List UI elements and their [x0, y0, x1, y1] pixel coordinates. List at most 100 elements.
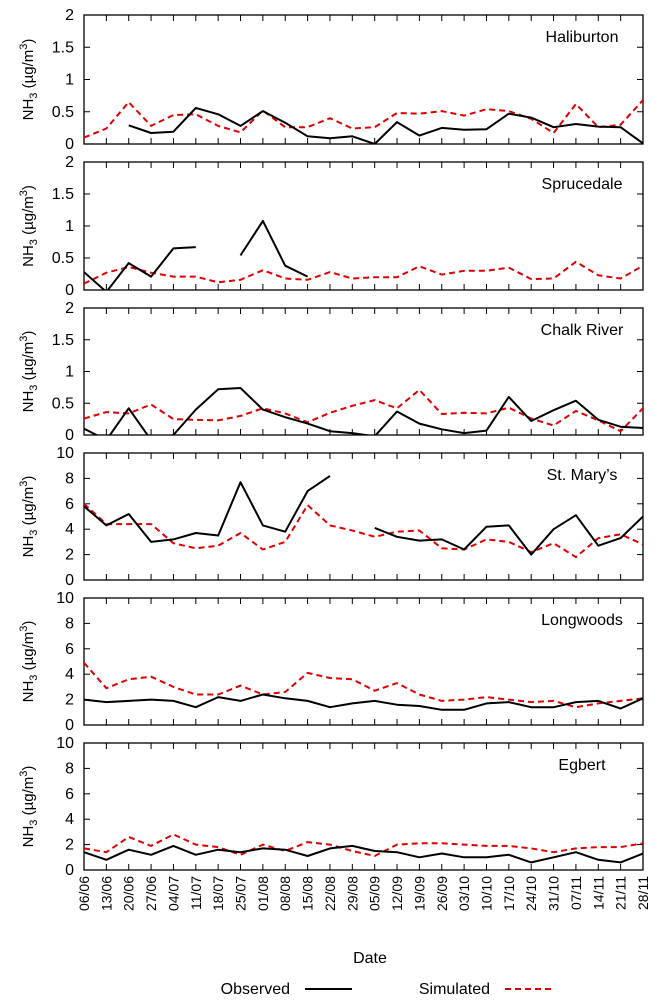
legend-label-observed: Observed [221, 981, 290, 998]
series-line-simulated [84, 503, 643, 559]
panel-series [84, 99, 643, 144]
y-tick-label: 6 [65, 786, 74, 803]
y-tick-label: 2 [65, 7, 74, 24]
x-tick-label: 27/06 [143, 876, 159, 911]
site-label: Haliburton [546, 29, 619, 46]
x-tick-label: 14/11 [590, 876, 606, 910]
panel-frame [83, 597, 644, 726]
x-tick-label: 22/08 [322, 876, 338, 911]
y-tick-label: 2 [65, 837, 74, 854]
series-line-simulated [84, 662, 643, 709]
site-label: Longwoods [541, 612, 623, 629]
x-tick-label: 25/07 [233, 876, 249, 911]
x-tick-label: 03/10 [456, 876, 472, 911]
y-tick-label: 0 [65, 717, 74, 734]
panel-series [84, 475, 643, 559]
site-label: Chalk River [541, 322, 624, 339]
x-tick-label: 04/07 [165, 876, 181, 911]
x-tick-label: 12/09 [389, 876, 405, 911]
panel-st-mary-s: 0 2 4 6 8 10 St. Mary’s NH3 (µg/m3) [18, 445, 644, 589]
y-tick-label: 2 [65, 692, 74, 709]
x-tick-label: 20/06 [121, 876, 137, 911]
y-axis-title: NH3 (µg/m3) [18, 39, 40, 121]
y-tick-label: 2 [65, 547, 74, 564]
chart-panels: 0 0.5 1 1.5 2 Haliburton NH3 (µg/m3) 0 0.5 1 1.5 2 S… [18, 7, 644, 879]
y-tick-label: 1 [65, 218, 74, 235]
x-tick-label: 28/11 [635, 876, 651, 910]
x-tick-label: 21/11 [613, 876, 629, 910]
x-tick-label: 15/08 [300, 876, 316, 911]
y-tick-label: 0.5 [52, 250, 74, 267]
x-tick-label: 01/08 [255, 876, 271, 911]
date-axis-labels: 06/06 13/06 20/06 27/06 04/07 11/07 18/07 25/07… [76, 876, 651, 911]
y-tick-label: 0 [65, 427, 74, 444]
y-tick-label: 4 [65, 666, 74, 683]
legend: Observed Simulated [221, 981, 552, 998]
x-tick-label: 08/08 [277, 876, 293, 911]
y-tick-label: 4 [65, 521, 74, 538]
x-tick-label: 05/09 [367, 876, 383, 911]
panel-egbert: 0 2 4 6 8 10 Egbert NH3 (µg/m3) [18, 735, 644, 879]
panel-series [84, 833, 643, 864]
series-line-observed [84, 844, 643, 864]
x-tick-label: 07/11 [568, 876, 584, 910]
y-tick-label: 0.5 [52, 104, 74, 121]
y-tick-label: 10 [56, 590, 74, 607]
panel-longwoods: 0 2 4 6 8 10 Longwoods NH3 (µg/m3) [18, 590, 644, 734]
panel-haliburton: 0 0.5 1 1.5 2 Haliburton NH3 (µg/m3) [18, 7, 644, 153]
panel-chalk-river: 0 0.5 1 1.5 2 Chalk River NH3 (µg/m3) [18, 300, 644, 444]
x-tick-label: 24/10 [523, 876, 539, 911]
site-label: Sprucedale [542, 176, 623, 193]
x-tick-label: 31/10 [546, 876, 562, 911]
site-label: St. Mary’s [547, 467, 618, 484]
panel-series [84, 662, 643, 711]
y-tick-label: 0 [65, 572, 74, 589]
x-tick-label: 29/08 [344, 876, 360, 911]
x-tick-label: 11/07 [188, 876, 204, 910]
panel-series [84, 219, 643, 290]
panel-series [84, 387, 643, 435]
y-axis-title: NH3 (µg/m3) [18, 766, 40, 848]
y-tick-label: 6 [65, 496, 74, 513]
y-tick-label: 8 [65, 760, 74, 777]
series-line-observed [84, 475, 643, 556]
series-line-simulated [84, 260, 643, 285]
y-tick-label: 1.5 [52, 332, 74, 349]
y-tick-label: 0 [65, 862, 74, 879]
y-tick-label: 1 [65, 72, 74, 89]
y-tick-label: 8 [65, 470, 74, 487]
site-label: Egbert [558, 757, 606, 774]
x-tick-label: 06/06 [76, 876, 92, 911]
y-tick-label: 10 [56, 735, 74, 752]
y-tick-label: 1.5 [52, 39, 74, 56]
y-tick-label: 10 [56, 445, 74, 462]
y-tick-label: 4 [65, 811, 74, 828]
y-axis-title: NH3 (µg/m3) [18, 621, 40, 703]
series-line-observed [128, 106, 643, 144]
panel-frame [83, 742, 644, 871]
y-tick-label: 6 [65, 641, 74, 658]
series-line-simulated [84, 388, 643, 433]
series-line-observed [84, 219, 309, 290]
series-line-observed [84, 387, 643, 435]
y-tick-label: 8 [65, 615, 74, 632]
y-tick-label: 1 [65, 364, 74, 381]
series-line-observed [84, 693, 643, 711]
y-tick-label: 0 [65, 136, 74, 153]
y-tick-label: 2 [65, 154, 74, 171]
x-axis-title: Date [353, 950, 387, 967]
y-axis-title: NH3 (µg/m3) [18, 476, 40, 558]
x-tick-label: 26/09 [434, 876, 450, 911]
legend-label-simulated: Simulated [419, 981, 490, 998]
x-tick-label: 18/07 [210, 876, 226, 911]
y-axis-title: NH3 (µg/m3) [18, 331, 40, 413]
x-tick-label: 10/10 [478, 876, 494, 911]
series-line-simulated [84, 99, 643, 139]
series-line-simulated [84, 833, 643, 857]
x-tick-label: 13/06 [98, 876, 114, 911]
y-tick-label: 0 [65, 282, 74, 299]
y-tick-label: 0.5 [52, 395, 74, 412]
y-axis-title: NH3 (µg/m3) [18, 185, 40, 267]
x-tick-label: 19/09 [411, 876, 427, 911]
